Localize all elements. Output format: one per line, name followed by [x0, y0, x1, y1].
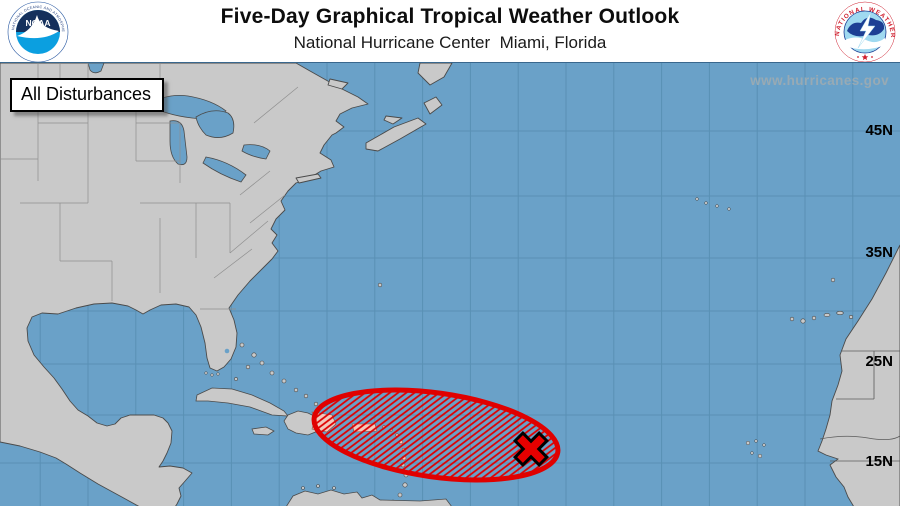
disturbance-area[interactable]: [308, 376, 563, 493]
land-south-america: [286, 489, 452, 506]
land-florida-keys: [204, 371, 220, 377]
great-lakes: [87, 62, 271, 354]
nws-lightning-icon: [857, 11, 876, 49]
latitude-label-45n: 45N: [865, 122, 893, 139]
noaa-acronym: NOAA: [25, 18, 50, 28]
land-canary-islands: [789, 311, 853, 324]
page-title: Five-Day Graphical Tropical Weather Outl…: [220, 5, 680, 28]
nws-stars: [857, 54, 873, 61]
latitude-label-35n: 35N: [865, 244, 893, 261]
land-azores: [695, 197, 731, 211]
land-newfoundland: [417, 62, 453, 86]
land-long-island: [295, 173, 322, 184]
land-north-america: [0, 62, 369, 506]
land-bermuda: [377, 282, 383, 288]
watermark-url: www.hurricanes.gov: [750, 73, 889, 88]
land-africa: [817, 244, 900, 506]
land-cape-verde: [745, 439, 766, 459]
page-subtitle: National Hurricane Center Miami, Florida: [293, 33, 607, 52]
legend-all-disturbances: All Disturbances: [10, 78, 165, 112]
outlook-map: [0, 62, 900, 506]
land-bahamas: [234, 342, 319, 407]
header: Five-Day Graphical Tropical Weather Outl…: [0, 0, 900, 63]
land-nova-scotia: [365, 117, 427, 152]
map-graphic: [0, 62, 900, 506]
nws-wave-icon: [845, 37, 885, 50]
latitude-label-15n: 15N: [865, 453, 893, 470]
x-marker[interactable]: [507, 425, 555, 473]
nws-logo-icon: NATIONAL WEATHER SERVICE: [834, 1, 896, 63]
state-borders: [0, 63, 299, 310]
noaa-gull-icon: [17, 15, 59, 39]
noaa-logo-icon: NATIONAL OCEANIC AND ATMOSPHERIC ADMINIS…: [7, 1, 69, 63]
land-jamaica: [251, 426, 275, 436]
africa-country-borders: [819, 350, 900, 462]
land-cape-breton: [423, 96, 443, 115]
land-pei: [383, 115, 403, 125]
land-madeira: [830, 277, 836, 283]
land-anticosti: [327, 78, 349, 90]
latitude-label-25n: 25N: [865, 353, 893, 370]
